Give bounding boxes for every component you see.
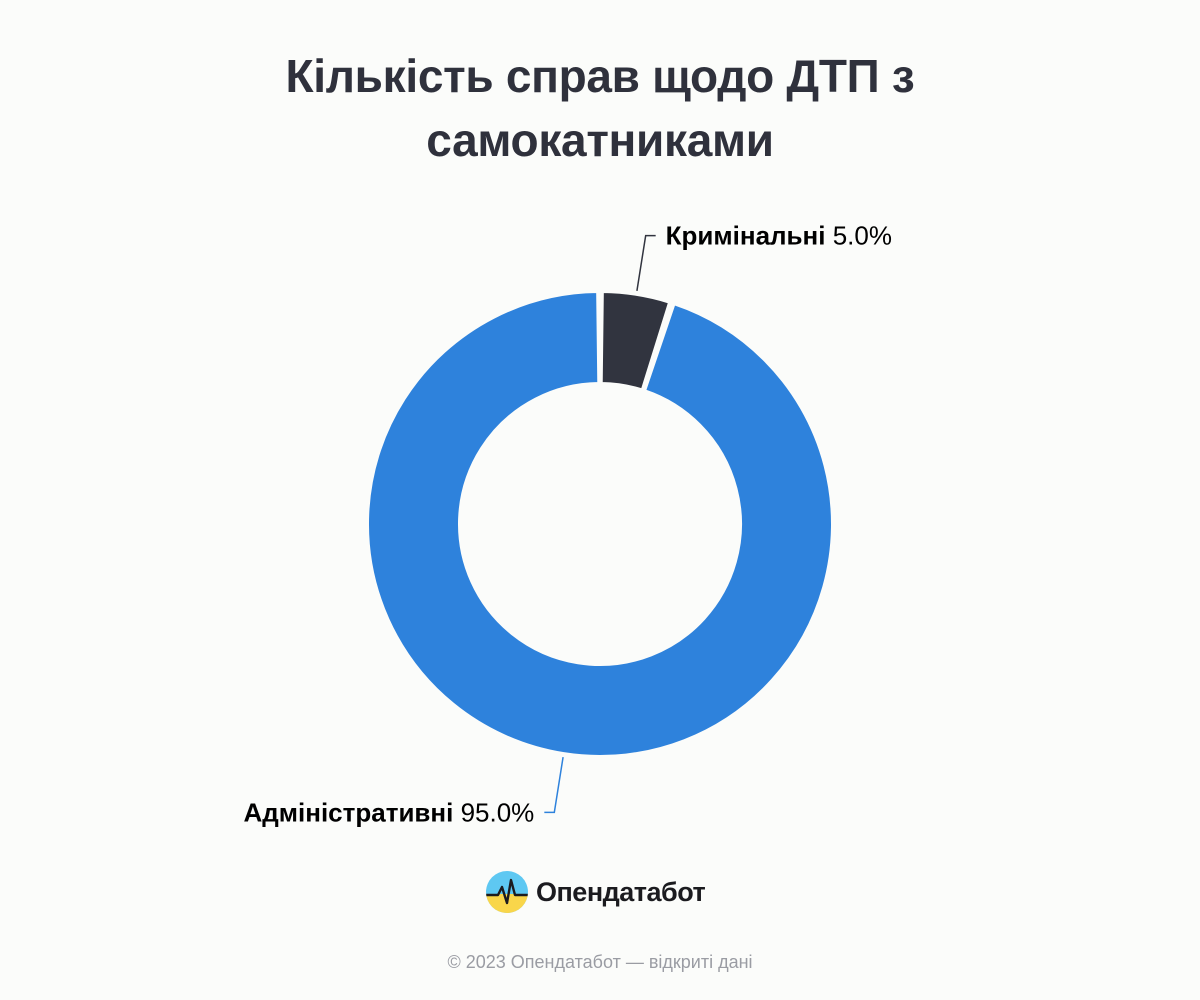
slice-0	[600, 291, 670, 391]
logo-text: Опендатабот	[536, 876, 706, 907]
opendatabot-logo-icon	[486, 871, 528, 913]
slice-label-percent-0: 5.0%	[833, 221, 892, 251]
chart-title-line-2: самокатниками	[426, 114, 774, 166]
slice-label-percent-1: 95.0%	[461, 797, 535, 827]
chart-title-line-1: Кількість справ щодо ДТП з	[285, 50, 915, 102]
slice-label-0: Кримінальні 5.0%	[666, 221, 892, 251]
brand-logo: Опендатабот	[486, 870, 706, 914]
chart-title: Кількість справ щодо ДТП з самокатниками	[0, 44, 1200, 172]
copyright-text: © 2023 Опендатабот — відкриті дані	[447, 952, 753, 972]
leader-line-0	[636, 234, 656, 292]
slice-label-1: Адміністративні 95.0%	[244, 797, 535, 827]
leader-line-1	[544, 756, 564, 814]
slice-label-name-0: Кримінальні	[666, 221, 833, 251]
slice-label-name-1: Адміністративні	[244, 797, 461, 827]
slice-1	[367, 291, 833, 757]
